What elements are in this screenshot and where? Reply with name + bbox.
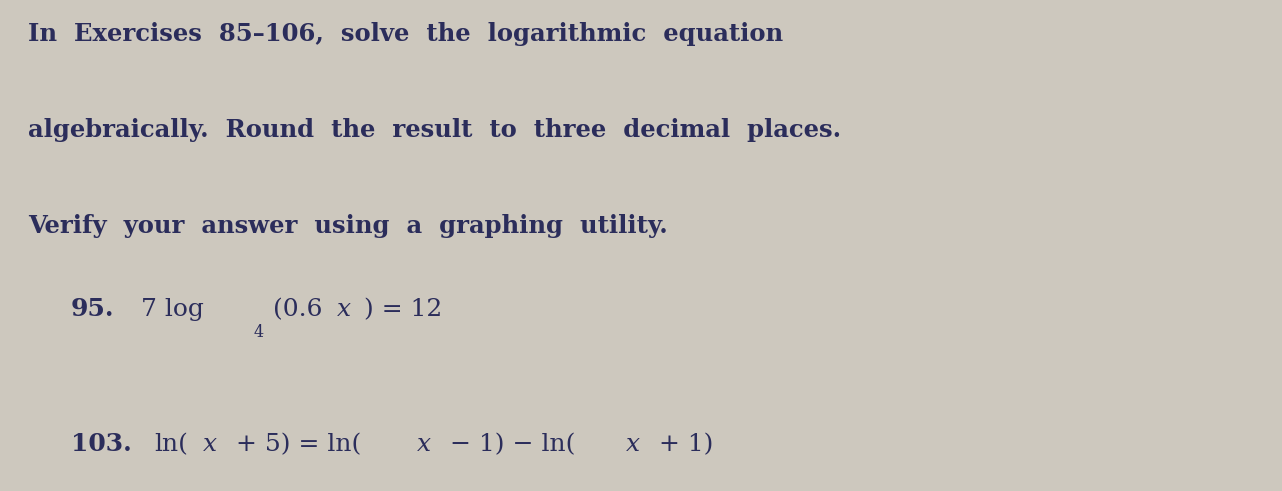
Text: algebraically.  Round  the  result  to  three  decimal  places.: algebraically. Round the result to three…	[28, 118, 841, 142]
Text: 103.: 103.	[71, 433, 131, 456]
Text: x: x	[203, 433, 217, 456]
Text: x: x	[337, 298, 351, 321]
Text: + 5) = ln(: + 5) = ln(	[228, 433, 362, 456]
Text: x: x	[417, 433, 431, 456]
Text: 95.: 95.	[71, 298, 114, 321]
Text: (0.6: (0.6	[273, 298, 323, 321]
Text: 4: 4	[254, 325, 264, 341]
Text: + 1): + 1)	[651, 433, 714, 456]
Text: Verify  your  answer  using  a  graphing  utility.: Verify your answer using a graphing util…	[28, 214, 668, 238]
Text: − 1) − ln(: − 1) − ln(	[442, 433, 576, 456]
Text: x: x	[626, 433, 640, 456]
Text: ) = 12: ) = 12	[364, 298, 442, 321]
Text: In  Exercises  85–106,  solve  the  logarithmic  equation: In Exercises 85–106, solve the logarithm…	[28, 22, 783, 46]
Text: ln(: ln(	[154, 433, 187, 456]
Text: 7 log: 7 log	[141, 298, 204, 321]
